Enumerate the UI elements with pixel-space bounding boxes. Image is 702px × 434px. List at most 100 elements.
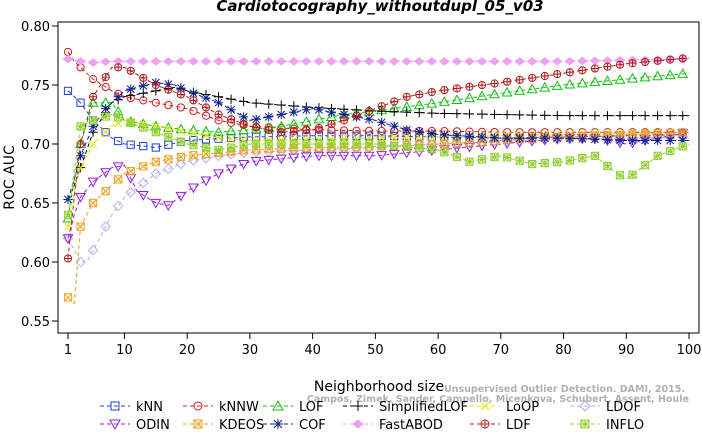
legend-label: LOF xyxy=(299,400,324,415)
data-point xyxy=(76,222,85,231)
data-point xyxy=(627,111,638,121)
data-point xyxy=(514,57,526,66)
data-point xyxy=(113,92,123,102)
data-point xyxy=(501,86,513,97)
legend-label: FastABOD xyxy=(379,418,443,433)
data-point xyxy=(377,140,386,149)
data-point xyxy=(213,126,224,137)
data-point xyxy=(615,60,625,69)
data-point xyxy=(151,98,160,107)
data-point xyxy=(577,111,587,121)
data-point xyxy=(125,187,137,198)
data-point xyxy=(101,128,110,137)
data-point xyxy=(289,107,299,117)
data-point xyxy=(526,83,538,94)
data-point xyxy=(213,98,224,108)
data-point xyxy=(502,153,512,162)
data-point xyxy=(264,99,274,109)
data-point xyxy=(352,139,361,149)
data-point xyxy=(580,419,590,429)
data-point xyxy=(589,56,601,66)
data-point xyxy=(87,177,99,188)
data-point xyxy=(301,105,311,115)
data-point xyxy=(377,126,386,136)
data-point xyxy=(314,123,324,133)
data-point xyxy=(176,103,186,112)
data-point xyxy=(640,111,650,121)
data-point xyxy=(414,108,424,118)
legend-label: kNNW xyxy=(219,400,259,415)
data-point xyxy=(427,145,436,154)
data-point xyxy=(627,135,638,146)
data-point xyxy=(402,107,412,117)
data-point xyxy=(652,70,664,81)
series-ODIN xyxy=(62,129,690,245)
data-point xyxy=(440,148,449,157)
data-point xyxy=(89,140,98,148)
data-point xyxy=(514,85,526,95)
data-point xyxy=(389,107,399,117)
x-tick-label: 40 xyxy=(304,343,321,358)
data-point xyxy=(327,120,336,129)
data-point xyxy=(125,57,137,66)
x-axis-label: Neighborhood size xyxy=(314,379,444,395)
watermark-line-1: Unsupervised Outlier Detection. DAMI, 20… xyxy=(444,384,685,395)
data-point xyxy=(390,141,399,150)
series-line xyxy=(67,131,690,305)
data-point xyxy=(526,57,538,66)
data-point xyxy=(439,130,449,140)
data-point xyxy=(540,159,549,168)
legend-item-kNNW: kNNW xyxy=(183,400,259,415)
data-point xyxy=(590,151,600,160)
data-point xyxy=(188,57,199,66)
legend-item-LDF: LDF xyxy=(470,418,531,433)
data-point xyxy=(339,116,349,125)
data-point xyxy=(264,139,273,149)
data-point xyxy=(126,118,135,127)
series-line xyxy=(67,86,689,200)
data-point xyxy=(501,57,513,66)
data-point xyxy=(377,102,386,111)
series-LDF xyxy=(63,54,690,263)
data-point xyxy=(363,151,375,162)
data-point xyxy=(188,183,199,194)
data-point xyxy=(114,63,123,72)
data-point xyxy=(214,134,223,143)
data-point xyxy=(376,151,388,161)
data-point xyxy=(677,68,689,78)
data-point xyxy=(590,134,600,144)
data-point xyxy=(239,112,249,122)
y-tick-label: 0.65 xyxy=(21,197,50,212)
data-point xyxy=(189,129,198,138)
data-point xyxy=(502,77,512,86)
data-point xyxy=(426,97,438,108)
data-point xyxy=(377,117,387,127)
data-point xyxy=(75,193,86,203)
data-point xyxy=(388,57,400,66)
x-tick-label: 60 xyxy=(430,343,447,358)
data-point xyxy=(250,57,262,66)
data-point xyxy=(225,57,237,66)
data-point xyxy=(137,57,149,66)
data-point xyxy=(239,141,248,150)
data-point xyxy=(540,110,550,120)
data-point xyxy=(451,57,463,66)
data-point xyxy=(502,133,512,143)
data-point xyxy=(665,135,675,146)
data-point xyxy=(226,143,236,152)
x-tick-label: 10 xyxy=(116,343,133,358)
data-point xyxy=(452,138,462,148)
data-point xyxy=(339,126,349,135)
data-point xyxy=(162,201,174,211)
data-point xyxy=(628,130,637,139)
data-point xyxy=(214,145,223,154)
data-point xyxy=(277,128,286,137)
data-point xyxy=(327,139,336,149)
data-point xyxy=(101,187,110,196)
data-point xyxy=(314,105,324,115)
legend-item-LOF: LOF xyxy=(263,399,324,415)
legend-item-FastABOD: FastABOD xyxy=(343,418,443,433)
data-point xyxy=(63,293,73,302)
data-point xyxy=(440,139,449,148)
data-point xyxy=(151,128,160,137)
